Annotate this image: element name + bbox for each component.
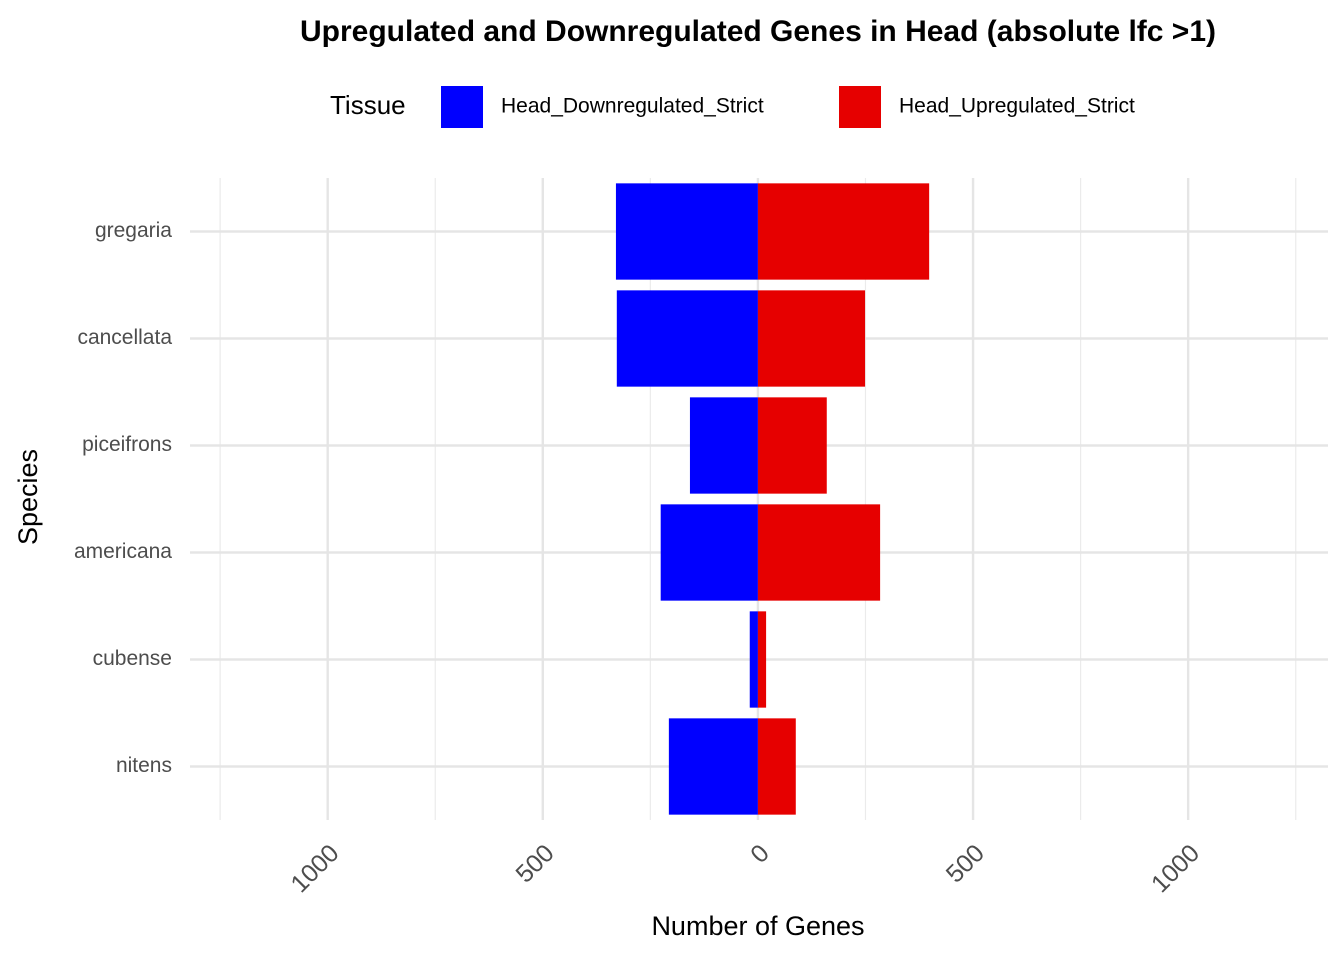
legend-swatch <box>441 86 483 128</box>
y-tick-label: nitens <box>116 754 172 777</box>
chart-title: Upregulated and Downregulated Genes in H… <box>300 15 1216 48</box>
y-tick-label: piceifrons <box>82 433 172 456</box>
bar <box>749 611 758 708</box>
x-tick-label: 1000 <box>1146 839 1205 898</box>
bar <box>757 611 767 708</box>
x-tick-label: 1000 <box>285 839 344 898</box>
x-axis-title: Number of Genes <box>651 911 864 941</box>
x-tick-label: 500 <box>941 839 990 888</box>
y-tick-label: americana <box>74 540 172 563</box>
legend-title: Tissue <box>330 90 406 120</box>
legend-swatch <box>839 86 881 128</box>
bar <box>668 718 758 815</box>
y-tick-label: gregaria <box>95 219 172 242</box>
legend-label: Head_Downregulated_Strict <box>501 95 764 118</box>
bar <box>757 718 796 815</box>
y-tick-label: cancellata <box>77 326 172 349</box>
legend-label: Head_Upregulated_Strict <box>899 95 1135 118</box>
x-tick-label: 0 <box>745 839 775 869</box>
bar <box>616 290 758 387</box>
bar <box>660 504 758 601</box>
y-axis-title: Species <box>13 449 43 545</box>
bar <box>757 504 881 601</box>
bar <box>757 290 866 387</box>
bar <box>615 183 758 280</box>
x-tick-label: 500 <box>510 839 559 888</box>
bar <box>757 183 930 280</box>
bar <box>757 397 827 494</box>
y-tick-label: cubense <box>93 647 172 670</box>
bar <box>689 397 758 494</box>
